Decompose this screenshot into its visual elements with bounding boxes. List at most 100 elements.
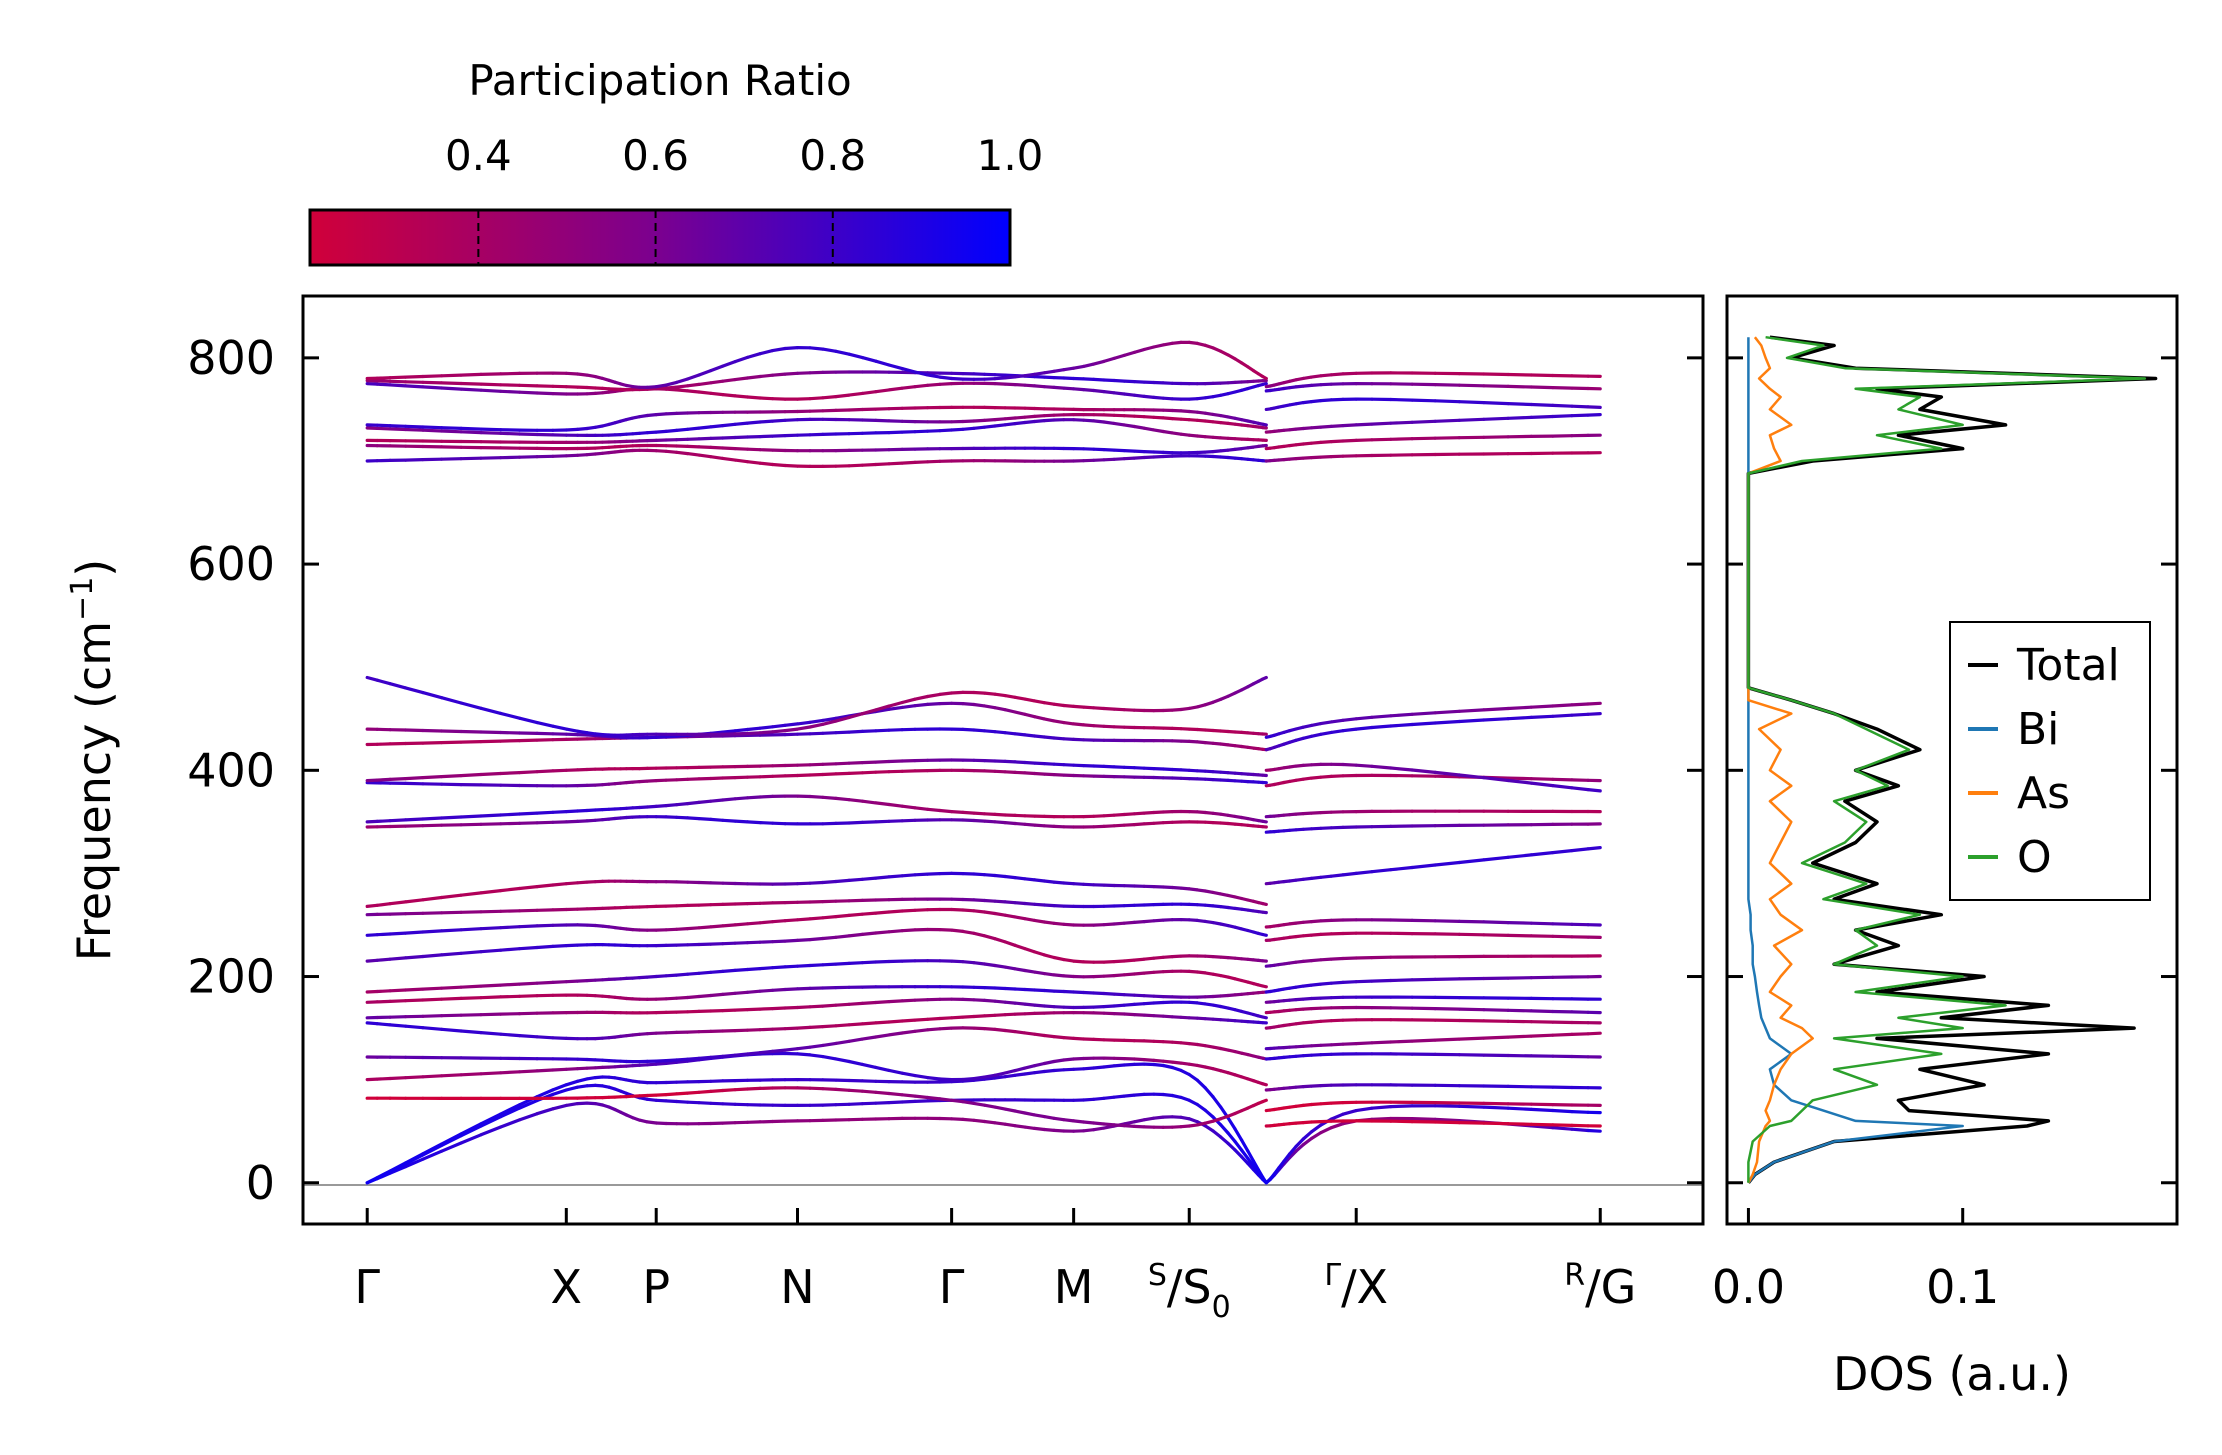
branch-segment	[821, 719, 838, 726]
branch-segment	[993, 1071, 1007, 1077]
branch-segment	[721, 923, 737, 928]
branch-segment	[1122, 1093, 1136, 1098]
branch-segment	[758, 1049, 775, 1055]
branch-segment	[1132, 1002, 1146, 1007]
colorbar-tick-label: 1.0	[977, 131, 1044, 180]
branch-segment	[499, 1103, 522, 1116]
branch-segment	[770, 987, 787, 992]
branch-segment	[535, 810, 555, 815]
phonon-branch	[1264, 1052, 1602, 1061]
branch-segment	[551, 724, 568, 731]
branch-segment	[365, 1021, 379, 1026]
branch-segment	[972, 872, 987, 877]
branch-segment	[758, 794, 775, 799]
branch-segment	[1433, 1006, 1461, 1011]
branch-segment	[1032, 734, 1046, 739]
branch-segment	[1032, 414, 1046, 418]
branch-segment	[783, 938, 800, 943]
branch-segment	[1506, 415, 1533, 420]
branch-segment	[1122, 822, 1136, 827]
branch-segment	[1102, 813, 1116, 818]
branch-segment	[1042, 369, 1056, 375]
branch-segment	[874, 999, 891, 1005]
branch-segment	[1218, 1135, 1230, 1145]
branch-segment	[834, 393, 851, 399]
branch-segment	[1023, 372, 1037, 378]
branch-segment	[783, 418, 800, 422]
branch-segment	[1013, 1001, 1027, 1006]
branch-segment	[1410, 721, 1437, 727]
branch-segment	[993, 937, 1007, 944]
phonon-branch	[1264, 845, 1602, 886]
branch-segment	[1586, 845, 1602, 851]
branch-segment	[1032, 1069, 1046, 1075]
branch-segment	[499, 730, 522, 735]
branch-segment	[1032, 1061, 1046, 1068]
branch-segment	[874, 707, 891, 714]
branch-segment	[770, 434, 787, 438]
branch-segment	[1013, 1066, 1027, 1073]
branch-segment	[1319, 730, 1333, 736]
branch-segment	[1052, 736, 1066, 741]
branch-segment	[795, 371, 812, 375]
branch-segment	[1042, 879, 1056, 884]
branch-segment	[795, 963, 812, 968]
branch-segment	[1457, 383, 1486, 388]
branch-segment	[459, 1072, 483, 1077]
branch-segment	[860, 760, 878, 765]
branch-segment	[1319, 373, 1333, 378]
branch-segment	[697, 390, 713, 395]
phonon-branch	[365, 1010, 1268, 1041]
branch-segment	[388, 1015, 408, 1019]
branch-segment	[834, 349, 851, 356]
branch-segment	[1226, 1116, 1237, 1131]
branch-segment	[938, 375, 954, 381]
branch-segment	[1013, 1072, 1027, 1077]
branch-segment	[440, 426, 463, 430]
branch-segment	[1433, 1120, 1461, 1125]
branch-segment	[874, 1100, 891, 1105]
branch-segment	[758, 966, 775, 971]
branch-segment	[1042, 701, 1056, 706]
branch-segment	[575, 1084, 589, 1089]
branch-segment	[1102, 378, 1116, 383]
branch-segment	[1013, 943, 1027, 951]
branch-segment	[887, 759, 904, 764]
branch-segment	[709, 924, 725, 929]
branch-segment	[808, 396, 825, 401]
branch-segment	[1062, 737, 1076, 742]
branch-segment	[365, 903, 379, 909]
branch-segment	[1389, 1104, 1414, 1109]
branch-segment	[821, 1087, 838, 1092]
branch-segment	[1433, 436, 1461, 440]
phonon-branch	[365, 871, 1268, 909]
branch-segment	[1341, 871, 1358, 877]
branch-segment	[551, 768, 568, 773]
branch-segment	[1341, 956, 1358, 961]
branch-segment	[745, 1007, 762, 1012]
branch-segment	[517, 1069, 539, 1074]
branch-segment	[388, 988, 408, 993]
branch-segment	[1132, 455, 1146, 460]
branch-segment	[745, 1051, 762, 1056]
colorbar-tick-label: 0.4	[445, 131, 512, 180]
branch-segment	[1410, 977, 1437, 982]
branch-segment	[925, 1095, 942, 1101]
branch-segment	[674, 388, 690, 393]
y-tick-label: 200	[187, 950, 275, 1004]
branch-segment	[459, 372, 483, 377]
branch-segment	[758, 940, 775, 944]
branch-segment	[421, 986, 444, 991]
branch-segment	[1102, 724, 1116, 729]
branch-segment	[664, 927, 679, 932]
phonon-branch	[1264, 762, 1602, 793]
branch-segment	[795, 881, 812, 886]
branch-segment	[709, 424, 725, 429]
branch-segment	[821, 1003, 838, 1008]
branch-segment	[421, 911, 444, 915]
branch-segment	[1052, 385, 1066, 390]
branch-segment	[834, 913, 851, 919]
branch-segment	[479, 388, 503, 393]
phonon-branch	[1264, 1018, 1602, 1030]
branch-segment	[459, 891, 483, 897]
